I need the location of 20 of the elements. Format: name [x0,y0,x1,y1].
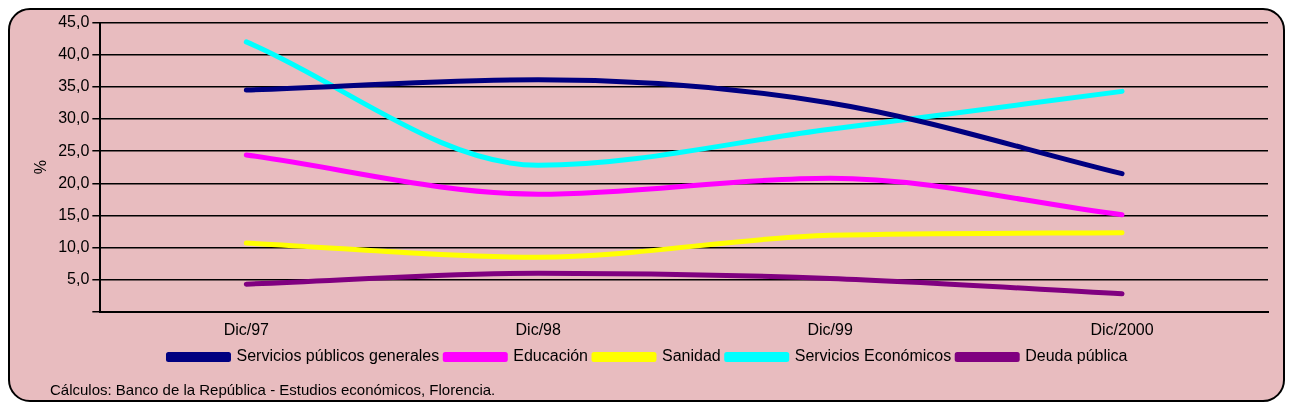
y-tick-label: 15,0 [58,205,90,223]
x-tick-label: Dic/2000 [1090,320,1154,338]
y-tick-label: 30,0 [58,109,90,127]
legend-label: Servicios públicos generales [236,347,440,365]
y-tick-label: 35,0 [58,77,90,95]
y-tick-label: 5,0 [67,270,90,288]
x-tick-label: Dic/99 [807,320,853,338]
y-axis-title: % [32,160,50,175]
y-tick-label: 45,0 [58,13,90,31]
x-tick-label: Dic/98 [515,320,561,338]
legend-label: Deuda pública [1025,347,1128,365]
y-tick-label: 40,0 [58,45,90,63]
legend-label: Sanidad [661,347,721,365]
x-tick-label: Dic/97 [223,320,270,338]
legend-label: Educación [513,347,588,365]
y-tick-label: 10,0 [58,237,90,255]
text: Cálculos: Banco de la República - Estudios económicos, Florencia. [50,381,496,398]
y-tick-label: 25,0 [58,141,90,159]
legend-label: Servicios Económicos [794,347,952,365]
y-tick-label: 20,0 [58,173,90,191]
